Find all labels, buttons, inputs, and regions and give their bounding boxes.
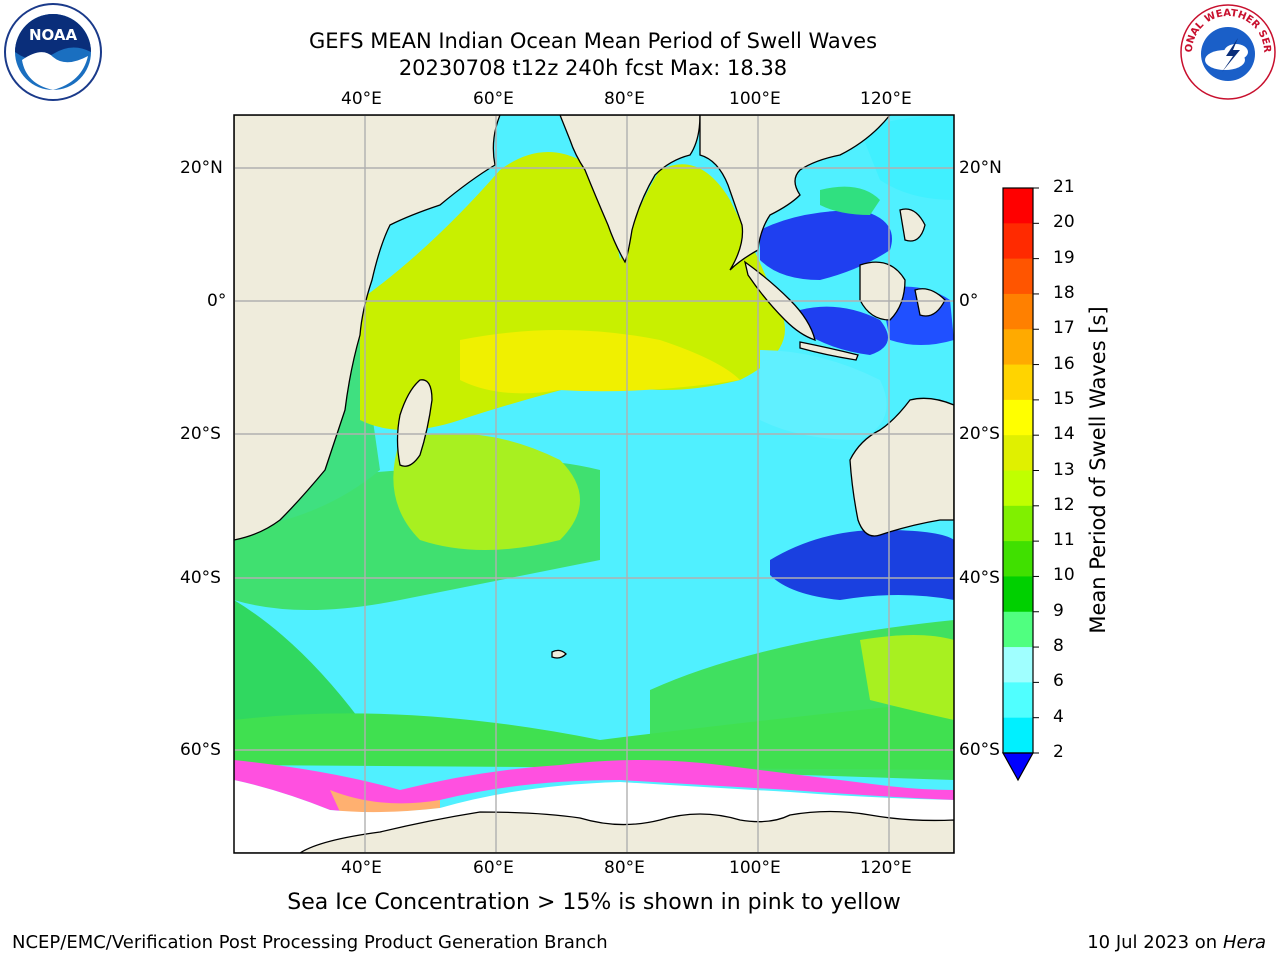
lat-label-right-0: 0°: [959, 291, 979, 311]
lat-label-left-40s: 40°S: [180, 568, 221, 588]
nws-logo: NATIONAL WEATHER SERVICE: [1174, 0, 1278, 102]
colorbar-box: [1003, 329, 1033, 366]
credit-date: 10 Jul 2023 on Hera: [1087, 932, 1266, 953]
colorbar-tick-label: 17: [1053, 318, 1075, 339]
colorbar-box: [1003, 223, 1033, 260]
lon-label-top-80e: 80°E: [604, 89, 645, 109]
graticule: [234, 115, 954, 853]
svg-text:NOAA: NOAA: [29, 26, 78, 44]
colorbar-box: [1003, 576, 1033, 613]
colorbar-tick-label: 18: [1053, 282, 1075, 303]
colorbar: [1001, 187, 1039, 782]
colorbar-box: [1003, 399, 1033, 436]
chart-title-line2: 20230708 t12z 240h fcst Max: 18.38: [398, 56, 788, 80]
lat-label-left-20n: 20°N: [180, 158, 223, 178]
colorbar-box: [1003, 470, 1033, 507]
colorbar-box: [1003, 717, 1033, 754]
land-antarctica: [234, 810, 954, 853]
colorbar-tick-label: 14: [1053, 424, 1075, 445]
lon-label-top-100e: 100°E: [729, 89, 781, 109]
lon-label-bottom-100e: 100°E: [729, 858, 781, 878]
lon-label-top-120e: 120°E: [860, 89, 912, 109]
colorbar-box: [1003, 647, 1033, 683]
land-madagascar: [396, 379, 433, 467]
colorbar-box: [1003, 435, 1033, 471]
land-australia: [849, 397, 954, 537]
lon-label-bottom-60e: 60°E: [473, 858, 514, 878]
lat-label-left-60s: 60°S: [180, 740, 221, 760]
colorbar-box: [1003, 293, 1033, 330]
lat-label-right-60s: 60°S: [959, 740, 1000, 760]
land-philippines: [899, 208, 926, 242]
lon-label-bottom-80e: 80°E: [604, 858, 645, 878]
colorbar-tick-label: 13: [1053, 459, 1075, 480]
colorbar-box: [1003, 505, 1033, 542]
sea-ice-band: [234, 760, 954, 812]
credit-host: Hera: [1222, 932, 1266, 953]
colorbar-tick-label: 11: [1053, 530, 1075, 551]
colorbar-tick-label: 2: [1053, 742, 1064, 762]
colorbar-box: [1003, 611, 1033, 648]
land-borneo: [859, 261, 906, 321]
noaa-logo: NOAA: [2, 2, 104, 102]
colorbar-tick-label: 16: [1053, 353, 1075, 374]
land-sulawesi: [914, 288, 946, 317]
lon-label-bottom-40e: 40°E: [341, 858, 382, 878]
sea-ice-note: Sea Ice Concentration > 15% is shown in …: [287, 890, 901, 915]
colorbar-tick-label: 21: [1053, 177, 1075, 197]
lat-label-right-20s: 20°S: [959, 424, 1000, 444]
land-java: [799, 341, 859, 361]
colorbar-tick-label: 15: [1053, 388, 1075, 409]
land-india: [559, 115, 701, 264]
colorbar-box: [1003, 682, 1033, 719]
colorbar-box: [1003, 541, 1033, 577]
lat-label-right-20n: 20°N: [959, 158, 1002, 178]
credit-left: NCEP/EMC/Verification Post Processing Pr…: [12, 932, 608, 953]
colorbar-tick-label: 19: [1053, 247, 1075, 268]
colorbar-tick-label: 12: [1053, 494, 1075, 515]
map-frame: [233, 114, 955, 854]
lon-label-bottom-120e: 120°E: [860, 858, 912, 878]
colorbar-title: Mean Period of Swell Waves [s]: [1086, 306, 1110, 634]
colorbar-tick-label: 4: [1053, 706, 1064, 727]
colorbar-box: [1003, 258, 1033, 295]
colorbar-box: [1003, 188, 1033, 224]
lat-label-left-20s: 20°S: [180, 424, 221, 444]
colorbar-tick-label: 6: [1053, 671, 1064, 692]
colorbar-extend-arrow: [1001, 752, 1035, 782]
lon-label-top-60e: 60°E: [473, 89, 514, 109]
colorbar-tick-label: 10: [1053, 565, 1075, 586]
land-kerguelen: [551, 649, 567, 659]
land-se-asia: [699, 115, 891, 271]
colorbar-tick-label: 20: [1053, 212, 1075, 233]
colorbar-tick-label: 8: [1053, 636, 1064, 657]
credit-date-text: 10 Jul 2023 on: [1087, 932, 1218, 953]
colorbar-tick-label: 9: [1053, 600, 1064, 621]
lat-label-left-0: 0°: [207, 291, 227, 311]
colorbar-box: [1003, 364, 1033, 401]
lon-label-top-40e: 40°E: [341, 89, 382, 109]
chart-title-line1: GEFS MEAN Indian Ocean Mean Period of Sw…: [308, 29, 878, 53]
lat-label-right-40s: 40°S: [959, 568, 1000, 588]
